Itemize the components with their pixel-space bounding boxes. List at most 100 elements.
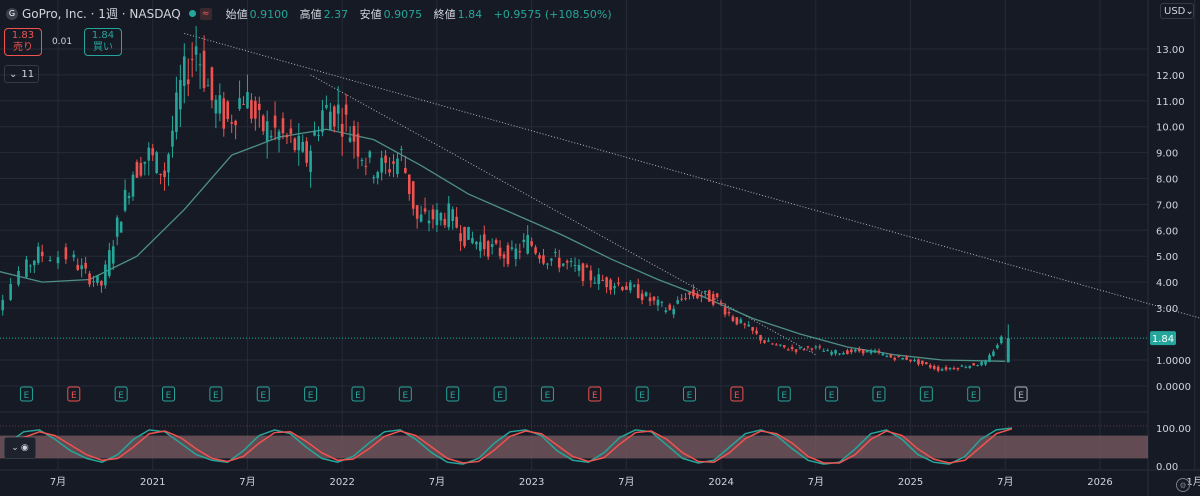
candle-body — [980, 361, 983, 366]
currency-selector[interactable]: USD ⌄ — [1160, 3, 1194, 19]
wave-icon[interactable]: ≈ — [199, 7, 212, 20]
candle-body — [356, 133, 360, 157]
candle-body — [518, 251, 522, 253]
candle-body — [846, 350, 849, 355]
candle-body — [431, 209, 435, 220]
candle-body — [577, 264, 581, 271]
candle-body — [751, 327, 754, 331]
candle-body — [9, 284, 12, 300]
buy-button[interactable]: 1.84 買い — [84, 28, 122, 56]
candle-body — [561, 263, 565, 266]
candle-body — [526, 234, 529, 254]
candle-body — [305, 141, 308, 163]
candle-body — [853, 349, 857, 352]
symbol-title[interactable]: GoPro, Inc. · 1週 · NASDAQ — [22, 7, 181, 21]
candle-body — [475, 241, 478, 245]
candle-body — [636, 284, 640, 299]
candle-body — [992, 351, 995, 356]
indicators-toggle[interactable]: ⌄ 11 — [4, 65, 40, 83]
candle-body — [944, 367, 948, 370]
candle-body — [332, 106, 336, 127]
oscillator-line — [7, 428, 1013, 464]
candle-body — [964, 367, 968, 369]
candle-body — [731, 316, 735, 321]
candle-body — [131, 174, 135, 197]
last-price-label: 1.84 — [1152, 334, 1174, 345]
candle-body — [297, 135, 301, 151]
candle-body — [546, 263, 549, 265]
candle-body — [277, 131, 281, 140]
candle-body — [778, 344, 782, 346]
candle-body — [108, 250, 111, 276]
x-tick-label: 7月 — [618, 476, 634, 488]
candle-body — [451, 209, 454, 221]
candle-body — [794, 349, 798, 352]
earnings-marker-label: E — [166, 391, 172, 401]
candle-body — [289, 128, 293, 134]
candle-body — [822, 350, 826, 352]
earnings-marker — [304, 386, 318, 402]
candle-body — [747, 324, 751, 327]
candle-body — [597, 274, 601, 284]
candle-body — [885, 355, 889, 357]
earnings-marker-label: E — [260, 391, 266, 401]
ohlc-high-label: 高値 — [299, 7, 322, 21]
sell-price: 1.83 — [11, 30, 35, 41]
candle-body — [119, 221, 123, 233]
indicators-count: 11 — [21, 68, 35, 80]
x-tick-label: 2021 — [140, 477, 165, 488]
y-tick-label: 12.00 — [1156, 71, 1185, 82]
trendline — [310, 74, 817, 356]
candle-body — [743, 323, 747, 325]
candle-body — [569, 260, 573, 262]
chart-header: G GoPro, Inc. · 1週 · NASDAQ ≈ 始値 0.9100 高… — [6, 5, 620, 22]
candle-body — [443, 218, 447, 226]
candle-body — [727, 312, 731, 314]
candle-body — [80, 265, 83, 270]
earnings-marker-label: E — [687, 391, 693, 401]
candle-body — [36, 246, 40, 263]
candle-body — [775, 344, 778, 346]
candle-body — [984, 360, 987, 365]
earnings-marker — [635, 386, 649, 402]
last-price-badge — [1150, 331, 1176, 346]
ohlc-readout: 始値 0.9100 高値 2.37 安値 0.9075 終値 1.84 +0.9575 … — [226, 6, 620, 22]
candle-body — [309, 150, 312, 173]
candle-body — [317, 134, 320, 136]
candle-body — [917, 359, 920, 365]
gear-icon[interactable]: ⚙ — [1176, 478, 1190, 492]
candle-body — [581, 263, 585, 281]
y-tick-label: 5.00 — [1156, 252, 1178, 263]
candle-body — [648, 297, 652, 302]
candle-body — [909, 359, 912, 362]
candle-body — [680, 298, 683, 300]
candle-body — [932, 365, 936, 369]
candle-body — [759, 335, 762, 341]
candle-body — [135, 161, 139, 178]
sell-button[interactable]: 1.83 売り — [4, 28, 42, 56]
candle-body — [830, 351, 833, 355]
candle-body — [782, 345, 786, 348]
candle-body — [486, 241, 490, 257]
candle-body — [115, 217, 119, 237]
market-status-icon[interactable] — [188, 10, 196, 17]
earnings-marker-label: E — [450, 391, 456, 401]
candle-body — [715, 293, 719, 298]
ohlc-high-value: 2.37 — [323, 7, 349, 21]
earnings-marker-label: E — [213, 391, 219, 401]
candle-body — [111, 246, 115, 264]
x-tick-label: 7月 — [239, 476, 255, 488]
earnings-marker-label: E — [734, 391, 740, 401]
earnings-marker-label: E — [497, 391, 503, 401]
candle-body — [838, 353, 841, 355]
oscillator-toggle[interactable]: ⌄ ◉ — [4, 437, 36, 459]
ohlc-close-label: 終値 — [433, 7, 456, 21]
earnings-marker — [209, 386, 223, 402]
candle-body — [660, 301, 664, 303]
candle-body — [786, 349, 790, 351]
candle-body — [704, 290, 707, 293]
candle-body — [479, 241, 482, 251]
y-tick-label: 4.00 — [1156, 278, 1178, 289]
candle-body — [755, 330, 758, 334]
